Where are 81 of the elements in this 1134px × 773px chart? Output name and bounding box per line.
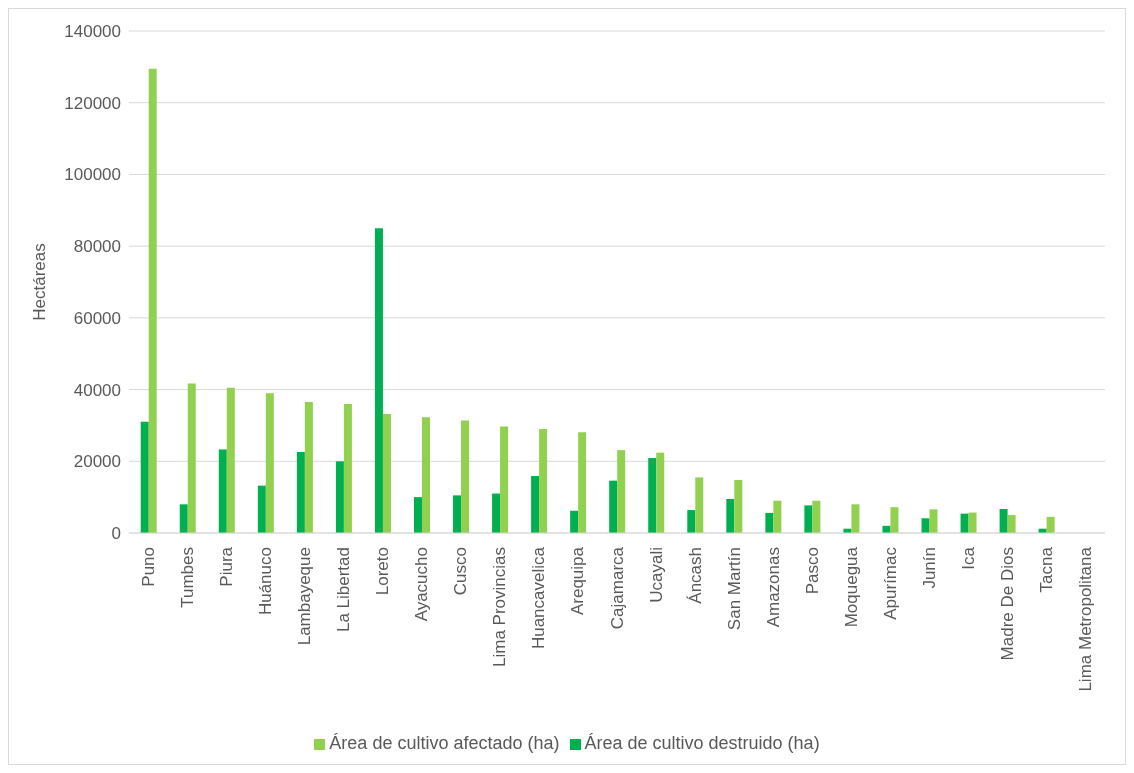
x-tick-label: Madre De Dios (997, 547, 1017, 661)
bar (968, 512, 977, 533)
bar (687, 510, 696, 533)
bar (296, 451, 305, 533)
bar (257, 485, 266, 533)
x-tick-label: Cusco (451, 547, 471, 596)
bar (539, 429, 548, 533)
bar (382, 413, 391, 533)
bar (1007, 515, 1016, 533)
x-tick-label: Moquegua (841, 546, 861, 628)
bar (413, 497, 422, 533)
bar (421, 417, 430, 533)
y-tick-label: 20000 (73, 452, 121, 472)
bar (140, 421, 149, 533)
legend-label: Área de cultivo destruido (ha) (584, 733, 820, 753)
legend-label: Área de cultivo afectado (ha) (329, 733, 560, 753)
x-tick-label: Junín (919, 547, 939, 589)
x-tick-label: Lambayeque (295, 547, 315, 646)
bar (187, 383, 196, 533)
x-tick-label: Cajamarca (607, 546, 627, 630)
bar (461, 420, 470, 533)
bar (453, 495, 462, 533)
bar (179, 504, 188, 533)
bar (617, 450, 626, 533)
x-tick-label: Tumbes (178, 547, 198, 608)
bar (500, 426, 509, 533)
x-tick-label: Huancavelica (529, 546, 549, 650)
bar (218, 449, 227, 533)
bar (570, 510, 579, 533)
bar (492, 493, 501, 533)
bar (999, 508, 1008, 533)
bar (812, 500, 821, 533)
x-tick-label: Áncash (685, 547, 705, 604)
x-tick-label: Pasco (802, 547, 822, 595)
x-tick-label: Lima Provincias (490, 547, 510, 667)
y-axis-title: Hectáreas (30, 243, 50, 321)
x-tick-label: Arequipa (568, 546, 588, 616)
bar (343, 403, 352, 533)
bar (765, 512, 774, 533)
bar (609, 480, 618, 533)
bar (656, 452, 665, 533)
y-tick-label: 100000 (64, 165, 121, 185)
bar (578, 432, 587, 533)
bar (304, 402, 313, 533)
bar (226, 387, 235, 533)
bar (335, 461, 344, 533)
bar (531, 475, 540, 533)
bar (929, 509, 938, 533)
bar (804, 505, 813, 533)
y-tick-label: 40000 (73, 380, 121, 400)
bar (734, 479, 743, 533)
x-tick-label: Piura (217, 546, 237, 587)
bar (851, 504, 860, 533)
bar (773, 500, 782, 533)
y-tick-label: 60000 (73, 308, 121, 328)
bar (726, 498, 735, 533)
x-tick-label: San Martín (724, 547, 744, 631)
y-tick-label: 80000 (73, 237, 121, 257)
bar (265, 393, 274, 533)
x-tick-label: Tacna (1036, 546, 1056, 593)
x-tick-label: Ucayali (646, 547, 666, 603)
bar (374, 228, 383, 533)
y-tick-label: 140000 (64, 22, 121, 42)
x-tick-label: Amazonas (763, 547, 783, 628)
bar (148, 68, 157, 533)
x-tick-label: La Libertad (334, 547, 354, 633)
bar (695, 477, 704, 533)
x-tick-label: Lima Metropolitana (1075, 546, 1095, 692)
x-tick-label: Huánuco (256, 547, 276, 616)
y-tick-label: 120000 (64, 93, 121, 113)
y-tick-label: 0 (111, 524, 121, 544)
x-tick-label: Loreto (373, 547, 393, 596)
bar (648, 458, 657, 533)
bar (890, 507, 899, 533)
x-tick-label: Puno (139, 547, 159, 587)
bar (1046, 516, 1055, 533)
bar (921, 518, 930, 533)
x-tick-label: Ayacucho (412, 547, 432, 622)
x-tick-label: Apurímac (880, 546, 900, 620)
bar (960, 513, 969, 533)
x-tick-label: Ica (958, 546, 978, 570)
